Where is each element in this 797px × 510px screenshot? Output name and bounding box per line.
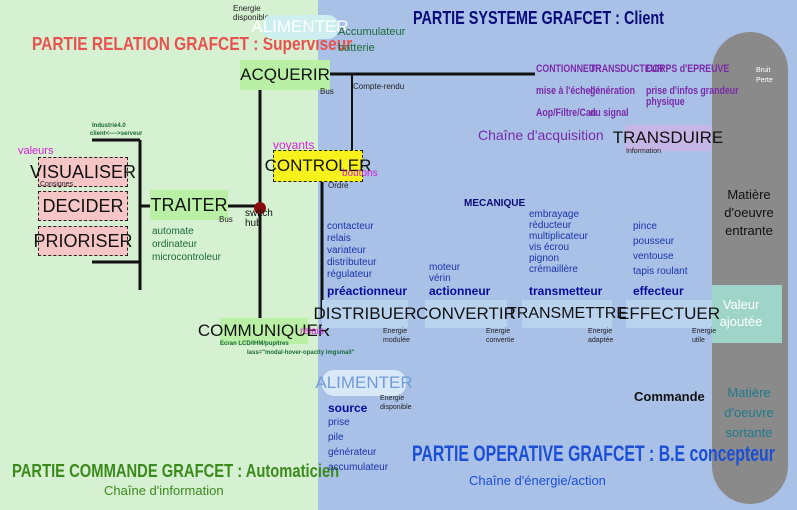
matiere-entrante: Matière d'oeuvre entrante bbox=[724, 187, 774, 238]
preactionneur-items: contacteur relais variateur distributeur… bbox=[327, 221, 377, 280]
ecran-label: Ecran LCD/IHM/pupitres bbox=[220, 341, 289, 347]
ordre-label: Ordre bbox=[328, 181, 349, 190]
bruit-label: Bruit Perte bbox=[756, 67, 773, 84]
boutons-label: boutons bbox=[342, 168, 378, 179]
actionneur-items: moteur vérin bbox=[429, 262, 461, 284]
valeur-ajoutee: Valeur ajoutée bbox=[719, 297, 763, 329]
effecteur-items: pince pousseur ventouse tapis roulant bbox=[633, 221, 688, 277]
communiquer-box[interactable]: COMMUNIQUER bbox=[198, 318, 330, 344]
distribuer-box[interactable]: DISTRIBUER bbox=[314, 300, 416, 328]
controler-box[interactable]: CONTROLER bbox=[265, 150, 371, 182]
energie-adaptee-label: Energie adaptée bbox=[588, 328, 614, 344]
matiere-sortante: Matière d'oeuvre sortante bbox=[724, 385, 774, 440]
energie-modulee-label: Energie modulée bbox=[383, 328, 410, 344]
accumulateur-label: Accumulateur batterie bbox=[338, 26, 406, 54]
commande-label: Commande bbox=[634, 389, 705, 404]
chaine-information: Chaîne d'information bbox=[104, 483, 224, 498]
commande-title: PARTIE COMMANDE GRAFCET : Automaticien bbox=[12, 461, 340, 481]
bus-left-label: Bus bbox=[219, 215, 233, 224]
valeurs-label: valeurs bbox=[18, 145, 54, 157]
energie-convertie-label: Energie convertie bbox=[486, 328, 515, 344]
modal-label: lass="modal-hover-opacity imgsmall" bbox=[247, 350, 355, 356]
visualiser-box[interactable]: VISUALISER bbox=[30, 157, 136, 187]
industrie-label: Industrie4.0 bbox=[92, 123, 126, 129]
convertir-box[interactable]: CONVERTIR bbox=[416, 300, 516, 328]
energie-utile-label: Energie utile bbox=[692, 328, 717, 344]
energie-disponible-top: Energie disponible bbox=[233, 4, 270, 22]
preactionneur-label: préactionneur bbox=[327, 284, 408, 298]
source-label: source bbox=[328, 401, 368, 415]
relais-small-label: relais bbox=[300, 326, 324, 337]
source-items: prise pile générateur accumulateur bbox=[328, 417, 389, 473]
switch-hub-node bbox=[254, 202, 266, 214]
prioriser-box[interactable]: PRIORISER bbox=[33, 226, 133, 256]
chaine-energie: Chaîne d'énergie/action bbox=[469, 473, 606, 488]
transmetteur-items: embrayage réducteur multiplicateur vis é… bbox=[529, 209, 588, 275]
acquerir-box[interactable]: ACQUERIR bbox=[240, 60, 330, 90]
valeur-band bbox=[712, 285, 782, 343]
transmettre-box[interactable]: TRANSMETTRE bbox=[507, 300, 627, 328]
acquisition-col3: CORPS d'EPREUVE prise d'infos grandeur p… bbox=[646, 63, 739, 108]
mecanique-label: MECANIQUE bbox=[464, 198, 526, 209]
effectuer-box[interactable]: EFFECTUER bbox=[618, 300, 720, 328]
actionneur-label: actionneur bbox=[429, 284, 491, 298]
alimenter-top-box[interactable]: ALIMENTER bbox=[251, 15, 349, 39]
energie-disponible-bottom: Energie disponible bbox=[380, 395, 412, 411]
effecteur-label: effecteur bbox=[633, 284, 684, 298]
traiter-box[interactable]: TRAITER bbox=[150, 190, 228, 220]
bus-top-label: Bus bbox=[320, 87, 334, 96]
transmetteur-label: transmetteur bbox=[529, 284, 603, 298]
voyants-label: voyants bbox=[273, 138, 315, 152]
operative-title: PARTIE OPERATIVE GRAFCET : B.E concepteu… bbox=[412, 441, 775, 466]
decider-box[interactable]: DECIDER bbox=[38, 191, 128, 221]
information-label: Information bbox=[626, 148, 662, 155]
consignes-label: Consignes bbox=[40, 181, 74, 188]
transduire-box[interactable]: TRANSDUIRE bbox=[613, 125, 723, 151]
alimenter-bottom-box[interactable]: ALIMENTER bbox=[315, 370, 413, 396]
acquisition-col2: TRANSDUCTEUR génération du signal bbox=[590, 63, 664, 119]
switch-hub-label: switch hub bbox=[245, 208, 273, 229]
compte-rendu-label: Compte-rendu bbox=[353, 82, 405, 91]
matiere-bar bbox=[712, 32, 788, 504]
systeme-title: PARTIE SYSTEME GRAFCET : Client bbox=[413, 8, 664, 28]
client-serveur-label: client<---->serveur bbox=[90, 131, 143, 137]
acquisition-col1: CONTIONNEUR mise à l'échelle Aop/Filtre/… bbox=[536, 63, 602, 119]
chaine-acquisition: Chaîne d'acquisition bbox=[478, 127, 604, 143]
automate-label: automate ordinateur microcontroleur bbox=[152, 226, 221, 263]
relation-title: PARTIE RELATION GRAFCET : Superviseur bbox=[32, 34, 353, 54]
